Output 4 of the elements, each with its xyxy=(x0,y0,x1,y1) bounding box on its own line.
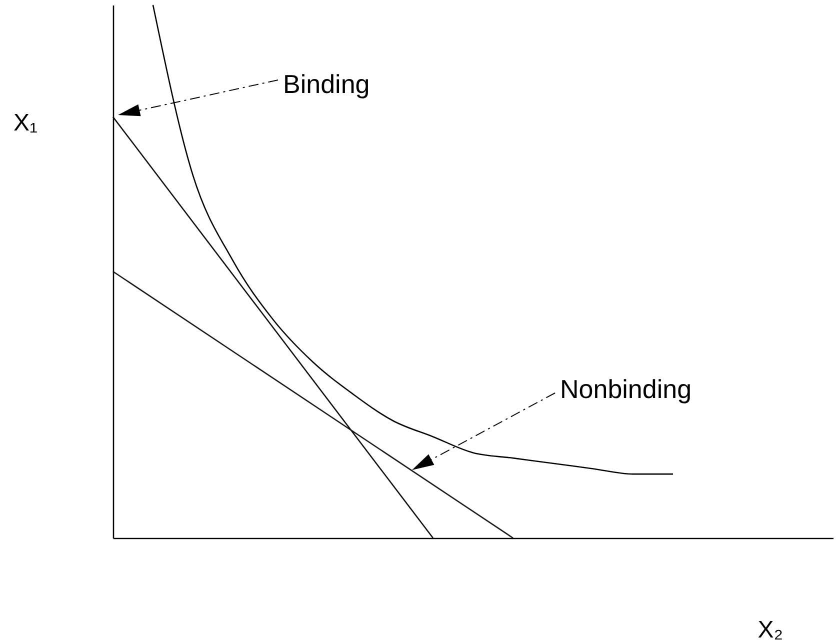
annotation: Binding xyxy=(283,69,370,99)
annotation: Nonbinding xyxy=(560,374,692,404)
y-axis-title: X₁ xyxy=(14,110,38,136)
x-axis-title: X₂ xyxy=(758,616,784,640)
